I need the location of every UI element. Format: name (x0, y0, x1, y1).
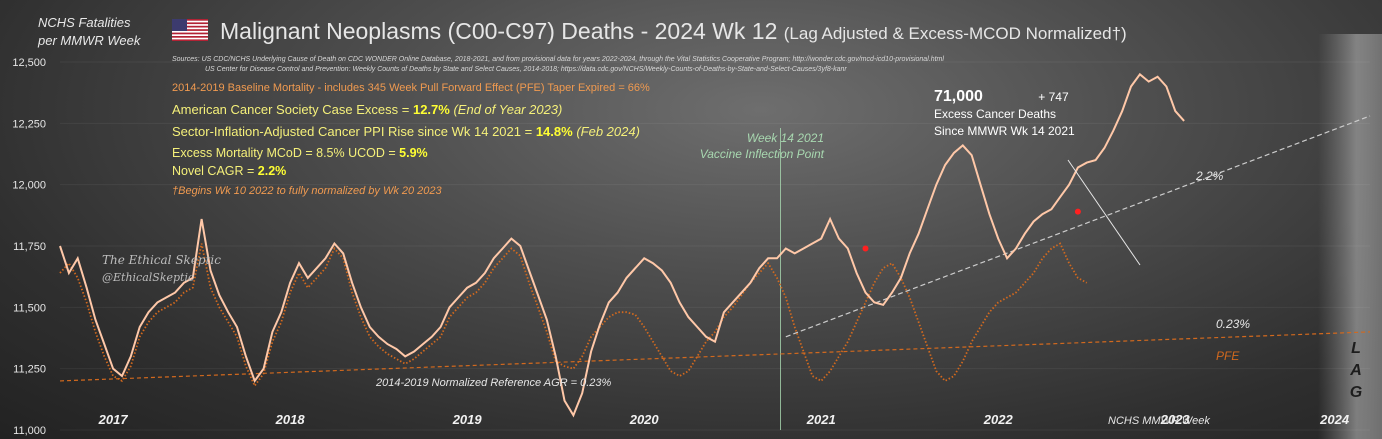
x-tick-label: 2018 (275, 412, 306, 427)
cagr-label: Novel CAGR = (172, 164, 258, 178)
excess-ucod-value: 5.9% (399, 146, 428, 160)
excess-mortality-line: Excess Mortality MCoD = 8.5% UCOD = 5.9% (172, 146, 428, 160)
x-tick-label: 2023 (1160, 412, 1191, 427)
ppi-value: 14.8% (535, 124, 573, 139)
excess-deaths-line3: Since MMWR Wk 14 2021 (934, 124, 1075, 138)
x-tick-label: 2020 (629, 412, 660, 427)
reference-trend-line (59, 331, 1371, 382)
y-axis-title-line1: NCHS Fatalities (38, 15, 131, 30)
cagr-line: Novel CAGR = 2.2% (172, 164, 286, 178)
vaccine-line2: Vaccine Inflection Point (699, 147, 824, 161)
novel-trend-line (785, 115, 1371, 338)
acs-note: (End of Year 2023) (453, 102, 563, 117)
pfe-label: PFE (1216, 349, 1240, 363)
vaccine-annotation: Week 14 2021 Vaccine Inflection Point (690, 130, 824, 162)
lag-band (1318, 34, 1382, 439)
baseline-note: 2014-2019 Baseline Mortality - includes … (172, 82, 650, 94)
ppi-label: Sector-Inflation-Adjusted Cancer PPI Ris… (172, 124, 536, 139)
excess-deaths-number: 71,000 (934, 88, 983, 105)
x-tick-labels: 2017 2018 2019 2020 2021 2022 2023 2024 (98, 412, 1350, 427)
acs-label: American Cancer Society Case Excess = (172, 102, 413, 117)
gridlines (60, 61, 1370, 431)
y-tick-label: 11,000 (13, 425, 46, 437)
x-tick-label: 2017 (98, 412, 129, 427)
x-tick-label: 2022 (983, 412, 1014, 427)
y-tick-labels: 12,500 12,250 12,000 11,750 11,500 11,250 11,0… (12, 57, 46, 437)
ppi-note: (Feb 2024) (576, 124, 640, 139)
reference-line-label: 2014-2019 Normalized Reference AGR = 0.2… (375, 377, 612, 389)
chart-title-main: Malignant Neoplasms (C00-C97) Deaths - 2… (220, 18, 778, 44)
ppi-line: Sector-Inflation-Adjusted Cancer PPI Ris… (172, 124, 640, 139)
sources-line1: Sources: US CDC/NCHS Underlying Cause of… (172, 56, 944, 63)
excess-label: Excess Mortality MCoD = 8.5% UCOD = (172, 146, 400, 160)
y-axis-title-line2: per MMWR Week (38, 33, 141, 48)
y-axis-title: NCHS Fatalities per MMWR Week (38, 14, 148, 50)
sources-line2: US Center for Disease Control and Preven… (205, 66, 847, 73)
y-tick-label: 12,500 (12, 57, 46, 69)
chart-title: Malignant Neoplasms (C00-C97) Deaths - 2… (220, 18, 1127, 45)
y-tick-label: 12,250 (12, 118, 46, 130)
marker-point (862, 245, 869, 252)
acs-line: American Cancer Society Case Excess = 12… (172, 102, 562, 117)
acs-value: 12.7% (412, 102, 450, 117)
marker-point (1074, 208, 1081, 215)
footnote: †Begins Wk 10 2022 to fully normalized b… (172, 185, 442, 197)
x-tick-label: 2021 (806, 412, 836, 427)
sources-block: Sources: US CDC/NCHS Underlying Cause of… (172, 55, 944, 75)
y-tick-label: 11,500 (13, 302, 46, 314)
cagr-value: 2.2% (257, 164, 287, 178)
y-tick-label: 11,250 (13, 364, 46, 376)
trend-label-upper: 2.2% (1195, 169, 1224, 183)
x-tick-label: 2019 (452, 412, 483, 427)
excess-deaths-plus: + 747 (1038, 90, 1069, 104)
watermark: The Ethical Skeptic @EthicalSkeptic (102, 252, 221, 286)
x-tick-label: 2024 (1319, 412, 1350, 427)
excess-pointer-line (1067, 159, 1141, 266)
trend-label-lower: 0.23% (1216, 317, 1250, 331)
markers (862, 208, 1081, 252)
excess-deaths-line2: Excess Cancer Deaths (934, 107, 1057, 121)
x-axis-title: NCHS MMWR Week (1108, 415, 1210, 427)
watermark-line2: @EthicalSkeptic (102, 271, 195, 284)
y-tick-label: 12,000 (12, 180, 46, 192)
y-tick-label: 11,750 (13, 241, 46, 253)
us-flag-icon (172, 19, 208, 41)
watermark-line1: The Ethical Skeptic (102, 253, 221, 267)
lag-label: L A G (1349, 340, 1363, 401)
vaccine-line1: Week 14 2021 (746, 131, 824, 145)
excess-deaths-annotation: 71,000 + 747 Excess Cancer Deaths Since … (934, 88, 1075, 140)
main-series-line (59, 72, 1185, 418)
chart-title-sub: (Lag Adjusted & Excess-MCOD Normalized†) (783, 24, 1127, 43)
